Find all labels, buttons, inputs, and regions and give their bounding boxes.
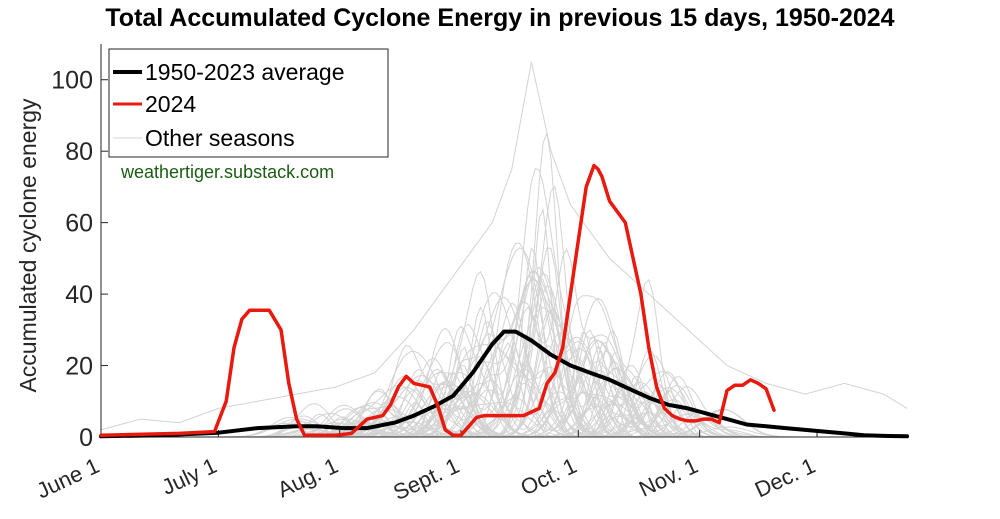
y-tick-label: 100 (51, 67, 93, 95)
legend-box (108, 48, 389, 158)
y-tick-label: 80 (65, 138, 93, 166)
x-tick-label: July 1 (158, 453, 221, 500)
other-season-line (100, 61, 908, 431)
x-tick-label: Oct. 1 (517, 453, 581, 500)
other-season-line (101, 355, 907, 438)
other-season-line (101, 167, 907, 438)
legend-entry-average-label: 1950-2023 average (145, 59, 345, 85)
other-season-line (101, 306, 907, 438)
x-tick-label: Dec. 1 (751, 453, 819, 503)
legend: 1950-2023 average 2024 Other seasons weathe… (108, 48, 389, 182)
y-axis-label: Accumulated cyclone energy (15, 98, 41, 393)
chart-title: Total Accumulated Cyclone Energy in prev… (105, 4, 895, 32)
y-tick-label: 40 (65, 281, 93, 309)
y-tick-label: 60 (65, 210, 93, 238)
legend-entry-other-label: Other seasons (145, 125, 295, 151)
x-tick-label: Aug. 1 (274, 453, 342, 503)
x-tick-label: Sept. 1 (389, 453, 463, 505)
annotation-text: weathertiger.substack.com (120, 162, 334, 182)
x-tick-label: Nov. 1 (635, 453, 702, 502)
y-tick-label: 20 (65, 353, 93, 381)
series-layer (99, 163, 909, 439)
legend-entry-2024-label: 2024 (145, 91, 196, 117)
y-tick-label: 0 (79, 424, 93, 452)
series-2024-line (99, 163, 776, 437)
x-tick-label: June 1 (33, 453, 103, 504)
other-season-line (101, 327, 907, 438)
other-season-line (101, 355, 907, 438)
other-season-line (101, 348, 907, 438)
average-series-line (99, 329, 909, 439)
